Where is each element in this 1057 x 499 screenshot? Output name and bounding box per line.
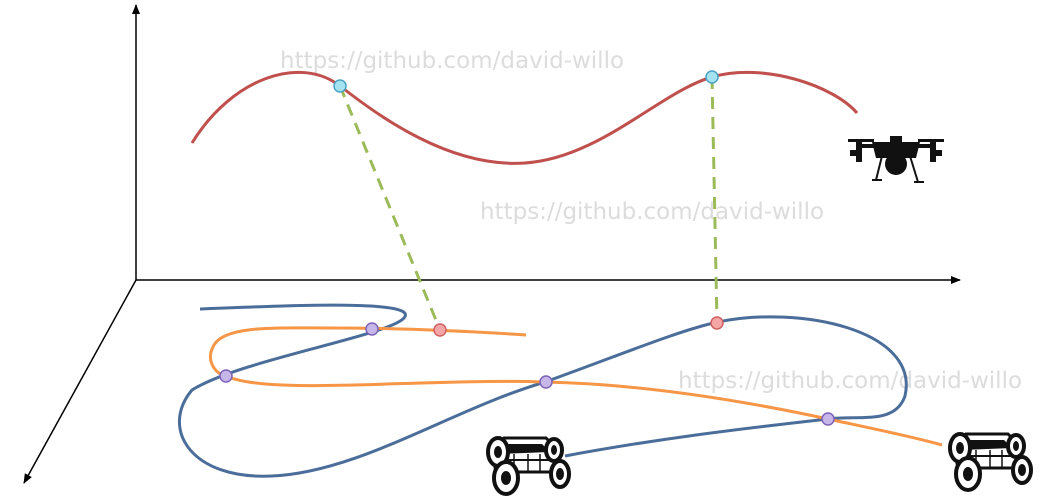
depth-axis: [23, 279, 137, 484]
watermark-text-2: https://github.com/david-willo: [480, 199, 824, 225]
intersection-point-4: [821, 412, 835, 426]
projection-link-2: [710, 76, 719, 324]
projected-waypoint-2: [710, 316, 724, 330]
quadcopter-drone-icon: [847, 135, 945, 183]
watermark-text-1: https://github.com/david-willo: [280, 48, 624, 74]
ground-trajectory-orange: [209, 326, 943, 447]
wheeled-rover-icon: [486, 436, 571, 496]
projected-waypoint-1: [433, 323, 447, 337]
aerial-trajectory: [190, 70, 859, 165]
aerial-waypoint-1: [333, 79, 347, 93]
watermark-text-3: https://github.com/david-willo: [678, 368, 1022, 394]
aerial-waypoint-2: [705, 70, 719, 84]
wheeled-rover-icon: [948, 432, 1033, 492]
intersection-point-3: [539, 375, 553, 389]
intersection-point-2: [219, 369, 233, 383]
projection-link-1: [338, 85, 442, 331]
intersection-point-1: [365, 322, 379, 336]
